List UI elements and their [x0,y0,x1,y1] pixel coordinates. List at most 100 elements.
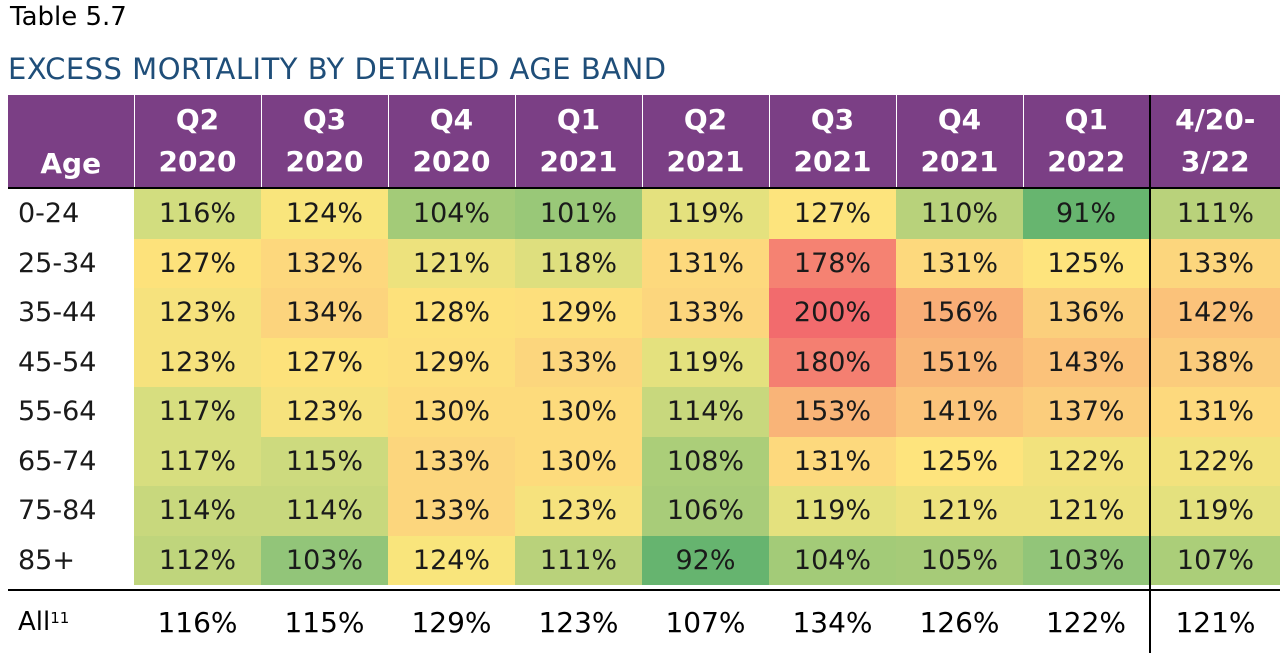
separator-cell [134,585,261,591]
value-cell: 108% [642,436,769,486]
column-header-line2: 2021 [793,145,872,178]
value-cell: 141% [896,387,1023,437]
value-cell: 119% [642,188,769,239]
column-header: Q1 2022 [1023,95,1151,189]
table-title: EXCESS MORTALITY BY DETAILED AGE BAND [8,52,667,86]
age-band-label: 65-74 [8,436,134,486]
value-cell: 111% [515,535,642,585]
value-cell: 123% [261,387,388,437]
table-row: 0-24 116% 124% 104% 101% 119% 127% 110% 91% 111% [8,188,1280,239]
separator-cell [8,585,134,591]
age-band-label: 85+ [8,535,134,585]
column-header: Q4 2021 [896,95,1024,189]
column-header-line2: 2020 [412,145,491,178]
value-cell: 136% [1023,288,1150,338]
column-header: Q3 2020 [261,95,389,189]
age-band-label: 25-34 [8,238,134,288]
all-ages-value-cell: 107% [642,590,769,653]
all-ages-value-cell: 134% [769,590,896,653]
separator-row [8,585,1280,591]
all-ages-value-cell: 126% [896,590,1023,653]
value-cell: 130% [515,387,642,437]
value-cell: 134% [261,288,388,338]
all-ages-label: All11 [8,590,134,653]
value-cell: 114% [134,486,261,536]
value-cell: 92% [642,535,769,585]
column-header-line1: Q1 [1064,103,1108,136]
separator-cell [515,585,642,591]
value-cell: 123% [134,288,261,338]
column-header: Q1 2021 [515,95,643,189]
separator-cell [1023,585,1150,591]
value-cell: 127% [769,188,896,239]
value-cell: 112% [134,535,261,585]
table-row: 75-84 114% 114% 133% 123% 106% 119% 121% 121% 119… [8,486,1280,536]
value-cell: 121% [896,486,1023,536]
column-header: Q4 2020 [388,95,516,189]
age-band-label: 75-84 [8,486,134,536]
value-cell: 91% [1023,188,1150,239]
value-cell: 114% [261,486,388,536]
value-cell: 107% [1149,535,1280,585]
value-cell: 105% [896,535,1023,585]
all-ages-value-cell: 115% [261,590,388,653]
value-cell: 131% [769,436,896,486]
value-cell: 180% [769,337,896,387]
value-cell: 156% [896,288,1023,338]
value-cell: 131% [642,238,769,288]
table-body: 0-24 116% 124% 104% 101% 119% 127% 110% 91% 111% 2… [8,188,1280,653]
separator-cell [388,585,515,591]
column-header-line1: Q3 [810,103,855,136]
column-header-line1: Q4 [429,103,474,136]
value-cell: 117% [134,436,261,486]
value-cell: 127% [261,337,388,387]
value-cell: 133% [388,486,515,536]
value-cell: 101% [515,188,642,239]
value-cell: 106% [642,486,769,536]
value-cell: 124% [261,188,388,239]
all-ages-value-cell: 116% [134,590,261,653]
value-cell: 130% [515,436,642,486]
value-cell: 130% [388,387,515,437]
table-number: Table 5.7 [10,2,127,32]
value-cell: 142% [1149,288,1280,338]
value-cell: 200% [769,288,896,338]
value-cell: 133% [515,337,642,387]
age-band-label: 0-24 [8,188,134,239]
column-header: Q3 2021 [769,95,897,189]
value-cell: 127% [134,238,261,288]
value-cell: 114% [642,387,769,437]
value-cell: 123% [515,486,642,536]
value-cell: 124% [388,535,515,585]
value-cell: 122% [1023,436,1150,486]
value-cell: 115% [261,436,388,486]
value-cell: 131% [896,238,1023,288]
all-ages-value-cell: 122% [1023,590,1150,653]
table-row: 65-74 117% 115% 133% 130% 108% 131% 125% 122% 122… [8,436,1280,486]
column-header: 4/20- 3/22 [1149,95,1280,189]
value-cell: 131% [1149,387,1280,437]
value-cell: 119% [642,337,769,387]
value-cell: 143% [1023,337,1150,387]
table-row: 35-44 123% 134% 128% 129% 133% 200% 156% 136% 142… [8,288,1280,338]
value-cell: 138% [1149,337,1280,387]
column-header-line2: 2022 [1047,145,1126,178]
value-cell: 125% [1023,238,1150,288]
value-cell: 123% [134,337,261,387]
column-header-line1: 4/20- [1175,103,1256,136]
value-cell: 110% [896,188,1023,239]
value-cell: 121% [1023,486,1150,536]
value-cell: 151% [896,337,1023,387]
column-header-line2: 2020 [158,145,237,178]
value-cell: 103% [261,535,388,585]
header-row: Age Q2 2020 Q3 2020 Q4 2020 Q1 2021 Q2 2021 Q3 2021… [8,95,1280,189]
column-header-line2: 2021 [666,145,745,178]
all-label-text: All [18,607,51,637]
value-cell: 104% [388,188,515,239]
value-cell: 129% [515,288,642,338]
all-ages-value-cell: 123% [515,590,642,653]
separator-cell [642,585,769,591]
column-header-line1: Q1 [556,103,601,136]
all-ages-value-cell: 129% [388,590,515,653]
age-band-label: 55-64 [8,387,134,437]
